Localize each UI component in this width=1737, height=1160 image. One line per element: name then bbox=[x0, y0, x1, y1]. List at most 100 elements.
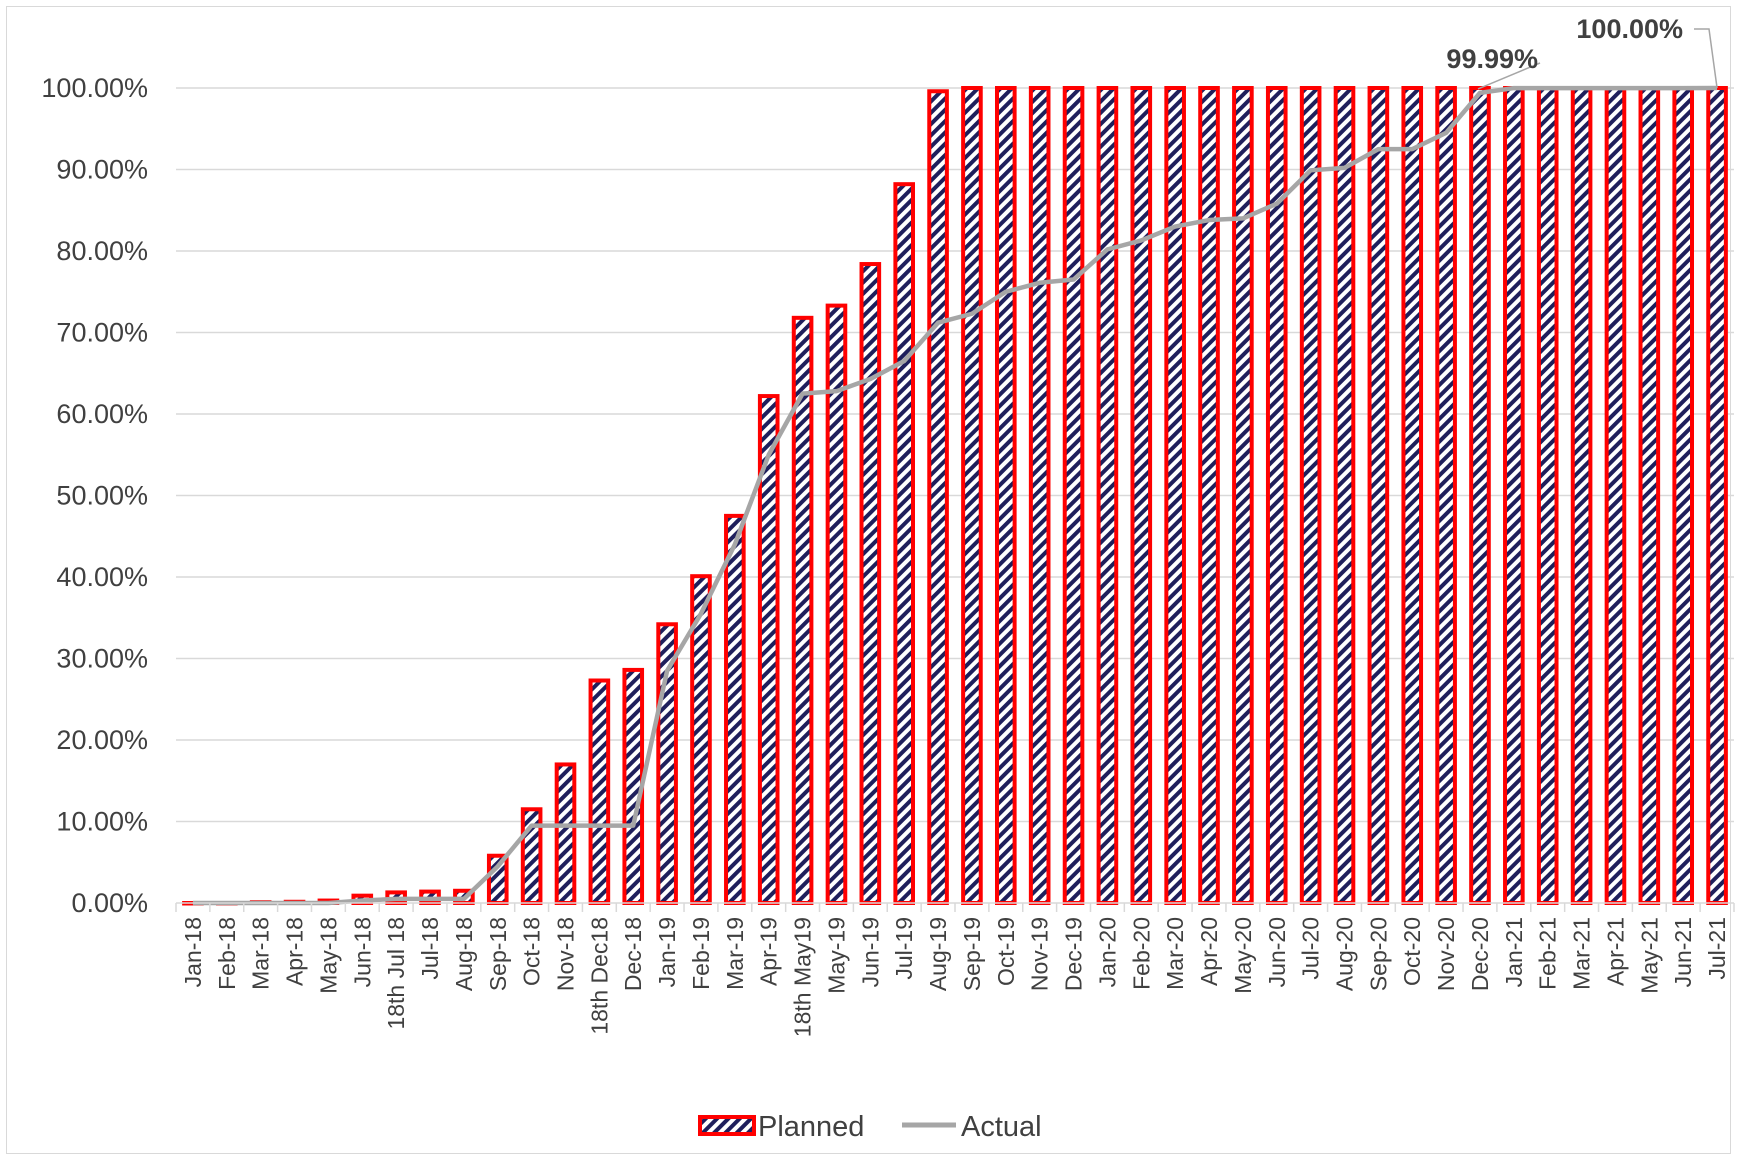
x-tick-label: Mar-21 bbox=[1569, 917, 1595, 990]
legend-planned-label: Planned bbox=[758, 1111, 864, 1143]
x-tick-label: Nov-19 bbox=[1027, 917, 1053, 991]
planned-bar bbox=[893, 182, 916, 906]
planned-bar bbox=[1130, 86, 1153, 905]
planned-bar bbox=[1638, 86, 1661, 905]
legend-planned-swatch bbox=[698, 1115, 756, 1136]
x-tick-label: Feb-20 bbox=[1128, 917, 1154, 990]
annotation-label: 99.99% bbox=[1446, 44, 1538, 74]
x-tick-label: Feb-18 bbox=[214, 917, 240, 990]
x-tick-label: Jan-21 bbox=[1501, 917, 1527, 987]
x-tick-label: Mar-20 bbox=[1162, 917, 1188, 990]
x-tick-label: Jun-19 bbox=[857, 917, 883, 987]
x-axis: Jan-18 Feb-18 Mar-18 Apr-18 May-18 Jun-18 18th… bbox=[175, 902, 1735, 1037]
planned-bar bbox=[1367, 86, 1390, 905]
y-tick-label: 30.00% bbox=[56, 644, 148, 674]
y-tick-label: 40.00% bbox=[56, 562, 148, 592]
planned-bar bbox=[927, 89, 949, 905]
actual-line bbox=[192, 85, 1718, 906]
planned-bar bbox=[1265, 86, 1288, 905]
planned-bar bbox=[656, 622, 678, 906]
gridlines bbox=[176, 87, 1734, 823]
x-tick-label: Mar-19 bbox=[722, 917, 748, 990]
x-tick-label: May-18 bbox=[315, 917, 341, 994]
y-axis-ticks: 0.00% 10.00% 20.00% 30.00% 40.00% 50.00% 60.00… bbox=[41, 73, 148, 918]
y-tick-label: 100.00% bbox=[41, 73, 148, 103]
y-tick-label: 20.00% bbox=[56, 725, 148, 755]
x-tick-label: Dec-20 bbox=[1467, 917, 1493, 991]
x-tick-label: Sep-20 bbox=[1365, 917, 1391, 991]
x-tick-label: 18th Jul 18 bbox=[383, 917, 409, 1030]
x-tick-label: Dec-19 bbox=[1061, 917, 1087, 991]
x-tick-label: Feb-21 bbox=[1535, 917, 1561, 990]
x-tick-label: Feb-19 bbox=[688, 917, 714, 990]
legend: Planned Actual bbox=[698, 1111, 1042, 1143]
annotation-label: 100.00% bbox=[1576, 14, 1683, 44]
x-tick-label: Apr-19 bbox=[756, 917, 782, 986]
y-tick-label: 50.00% bbox=[56, 481, 148, 511]
y-tick-label: 90.00% bbox=[56, 155, 148, 185]
planned-bar bbox=[1198, 86, 1220, 905]
planned-bar bbox=[1232, 86, 1254, 905]
x-tick-label: Apr-20 bbox=[1196, 917, 1222, 986]
x-tick-label: Aug-20 bbox=[1332, 917, 1358, 991]
x-tick-label: Jun-20 bbox=[1264, 917, 1290, 987]
planned-bar bbox=[588, 678, 611, 905]
legend-actual-label: Actual bbox=[961, 1111, 1042, 1143]
x-tick-label: Jan-18 bbox=[180, 917, 206, 987]
x-tick-label: Jan-20 bbox=[1094, 917, 1120, 987]
planned-bar bbox=[1333, 86, 1356, 905]
planned-bar bbox=[1672, 86, 1695, 905]
x-tick-label: Apr-18 bbox=[282, 917, 308, 986]
planned-bar bbox=[1503, 86, 1525, 905]
planned-bar bbox=[554, 762, 577, 906]
x-tick-label: Sep-19 bbox=[959, 917, 985, 991]
x-tick-label: Jun-18 bbox=[349, 917, 375, 987]
planned-bar bbox=[1062, 86, 1085, 905]
planned-bar bbox=[1096, 86, 1119, 905]
y-tick-label: 60.00% bbox=[56, 399, 148, 429]
planned-bar bbox=[1164, 86, 1186, 905]
x-tick-label: Nov-18 bbox=[553, 917, 579, 991]
x-tick-label: Nov-20 bbox=[1433, 917, 1459, 991]
x-tick-label: Apr-21 bbox=[1602, 917, 1628, 986]
planned-bar bbox=[825, 303, 848, 906]
x-tick-label: Jul-20 bbox=[1298, 917, 1324, 980]
planned-bar bbox=[1536, 86, 1559, 905]
x-tick-label: Aug-18 bbox=[451, 917, 477, 991]
planned-bar bbox=[1570, 86, 1593, 905]
y-tick-label: 0.00% bbox=[71, 888, 148, 918]
planned-bar bbox=[961, 86, 983, 905]
x-tick-label: May-21 bbox=[1636, 917, 1662, 994]
x-tick-label: Jun-21 bbox=[1670, 917, 1696, 987]
planned-bar bbox=[1299, 86, 1322, 905]
planned-bar bbox=[994, 86, 1017, 905]
x-tick-label: May-19 bbox=[823, 917, 849, 994]
x-tick-label: Jan-19 bbox=[654, 917, 680, 987]
chart-frame bbox=[6, 6, 1731, 1154]
x-tick-label: Jul-18 bbox=[417, 917, 443, 980]
annotations: 99.99% 100.00% bbox=[1446, 14, 1718, 90]
x-tick-label: Oct-19 bbox=[993, 917, 1019, 986]
x-tick-label: Oct-20 bbox=[1399, 917, 1425, 986]
x-tick-label: Dec-18 bbox=[620, 917, 646, 991]
planned-bar bbox=[724, 513, 746, 905]
x-tick-label: 18th May19 bbox=[790, 917, 816, 1037]
y-tick-label: 80.00% bbox=[56, 236, 148, 266]
planned-bar bbox=[622, 667, 645, 905]
x-tick-label: 18th Dec18 bbox=[586, 917, 612, 1035]
planned-bar bbox=[859, 262, 882, 906]
annotation-leader bbox=[1694, 28, 1718, 89]
x-tick-label: Aug-19 bbox=[925, 917, 951, 991]
planned-bar bbox=[1604, 86, 1627, 905]
planned-bar bbox=[1469, 86, 1491, 905]
x-tick-label: Sep-18 bbox=[485, 917, 511, 991]
actual-series-line bbox=[192, 85, 1718, 906]
planned-bar bbox=[1706, 86, 1728, 905]
annotation-leader bbox=[1477, 62, 1541, 90]
x-tick-label: May-20 bbox=[1230, 917, 1256, 994]
x-tick-label: Jul-19 bbox=[891, 917, 917, 980]
y-tick-label: 70.00% bbox=[56, 318, 148, 348]
x-tick-label: Jul-21 bbox=[1704, 917, 1730, 980]
planned-bar bbox=[1435, 86, 1457, 905]
